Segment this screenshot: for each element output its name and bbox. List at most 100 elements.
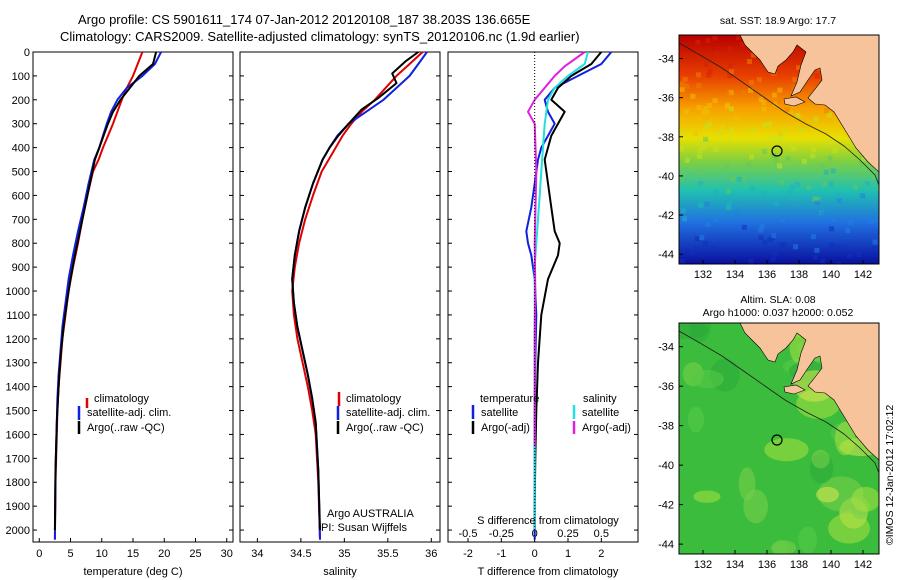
sst-pixel xyxy=(816,171,822,177)
sst-pixel xyxy=(805,119,811,125)
legend-label-climatology: climatology xyxy=(94,393,150,405)
map-lon-label: 140 xyxy=(822,559,840,571)
sst-pixel xyxy=(689,119,695,125)
sst-map xyxy=(679,35,879,264)
sst-pixel xyxy=(872,247,878,253)
sst-pixel xyxy=(819,162,825,168)
sst-pixel xyxy=(679,259,685,264)
x-tick-label: 1 xyxy=(565,548,571,560)
sst-pixel xyxy=(741,224,747,230)
sst-pixel xyxy=(766,121,772,127)
sst-pixel xyxy=(832,147,838,153)
x-tick-label: 36 xyxy=(425,548,437,560)
sst-pixel xyxy=(728,69,734,75)
sst-pixel xyxy=(836,262,842,264)
series-line-satellite xyxy=(525,51,613,540)
y-tick-label: 1600 xyxy=(6,429,30,441)
sst-pixel xyxy=(750,52,756,58)
sst-pixel xyxy=(698,180,704,186)
sst-pixel xyxy=(728,90,734,96)
sst-pixel xyxy=(705,37,711,43)
map-lat-label: -38 xyxy=(658,132,674,144)
y-tick-label: 1000 xyxy=(6,286,30,298)
sst-pixel xyxy=(680,117,686,123)
sst-pixel xyxy=(707,68,713,74)
sst-pixel xyxy=(695,39,701,45)
x-tick-label: 34.5 xyxy=(290,548,311,560)
y-tick-label: 700 xyxy=(12,214,30,226)
t-difference-axis-label: T difference from climatology xyxy=(478,566,619,578)
y-tick-label: 1700 xyxy=(6,453,30,465)
sst-pixel xyxy=(791,196,797,202)
sst-pixel xyxy=(772,135,778,141)
sst-pixel xyxy=(836,198,842,204)
sst-pixel xyxy=(746,58,752,64)
y-tick-label: 300 xyxy=(12,119,30,131)
sst-pixel xyxy=(803,93,809,99)
top-x-tick-label: 0.5 xyxy=(594,528,609,540)
sla-blob xyxy=(689,323,711,342)
bathymetry-contour xyxy=(679,330,879,474)
sst-pixel xyxy=(724,104,730,110)
sst-pixel xyxy=(847,253,853,259)
top-x-tick-label: 0.25 xyxy=(557,528,578,540)
sst-pixel xyxy=(735,35,741,41)
sst-pixel xyxy=(703,240,709,246)
sst-pixel xyxy=(831,115,837,121)
sst-pixel xyxy=(780,217,786,223)
kangaroo-island xyxy=(783,96,806,107)
argo-position-marker xyxy=(771,434,783,446)
map-axis-ticks: 132 134 136 138 140 142 -34 -36 -38 -40 -42 -44 132 1… xyxy=(658,53,872,571)
sst-pixel xyxy=(736,176,742,182)
sst-pixel xyxy=(704,109,710,115)
series-line-climatology xyxy=(291,51,424,540)
figure-title-line2: Climatology: CARS2009. Satellite-adjuste… xyxy=(60,29,580,44)
sst-pixel xyxy=(829,246,835,252)
sst-pixel xyxy=(730,176,736,182)
land-mass xyxy=(739,323,879,461)
map-lon-label: 140 xyxy=(822,269,840,281)
sst-pixel xyxy=(777,163,783,169)
sla-blob xyxy=(816,486,840,503)
map-lat-label: -34 xyxy=(658,342,674,354)
sst-pixel xyxy=(696,72,702,78)
sst-pixel xyxy=(739,41,745,47)
legend-label-t-satellite: satellite xyxy=(481,407,518,419)
legend-label-t-argo: Argo(-adj) xyxy=(481,422,530,434)
map-lon-label: 134 xyxy=(726,559,744,571)
map-lon-label: 138 xyxy=(790,559,808,571)
sst-pixel xyxy=(727,46,733,52)
sst-pixel xyxy=(679,146,685,152)
pi-note: PI: Susan Wijffels xyxy=(321,522,407,534)
y-tick-label: 600 xyxy=(12,190,30,202)
sst-pixel xyxy=(761,106,767,112)
sst-pixel xyxy=(680,130,686,136)
y-tick-label: 1300 xyxy=(6,358,30,370)
sst-pixel xyxy=(695,50,701,56)
sst-pixel xyxy=(689,250,695,256)
sst-pixel xyxy=(710,245,716,251)
y-tick-label: 1100 xyxy=(6,310,30,322)
sst-pixel xyxy=(852,184,858,190)
map-lat-label: -44 xyxy=(658,539,674,551)
y-tick-label: 500 xyxy=(12,167,30,179)
sst-pixel xyxy=(771,233,777,239)
sla-blob xyxy=(851,486,879,512)
map-lat-label: -36 xyxy=(658,381,674,393)
x-tick-label: 10 xyxy=(96,548,108,560)
sst-pixel xyxy=(696,83,702,89)
sst-pixel xyxy=(829,226,835,232)
sst-pixel xyxy=(780,129,786,135)
kangaroo-island xyxy=(783,384,806,395)
series-line-argo-adj- xyxy=(527,51,586,447)
salinity-axis-label: salinity xyxy=(323,566,357,578)
x-tick-label: 35 xyxy=(338,548,350,560)
legend-label-argo: Argo(..raw -QC) xyxy=(346,422,424,434)
sst-pixel xyxy=(750,127,756,133)
map-lat-label: -44 xyxy=(658,249,674,261)
sst-pixel xyxy=(749,79,755,85)
y-tick-label: 200 xyxy=(12,95,30,107)
legend-label-s-satellite: satellite xyxy=(582,407,619,419)
sst-pixel xyxy=(727,200,733,206)
